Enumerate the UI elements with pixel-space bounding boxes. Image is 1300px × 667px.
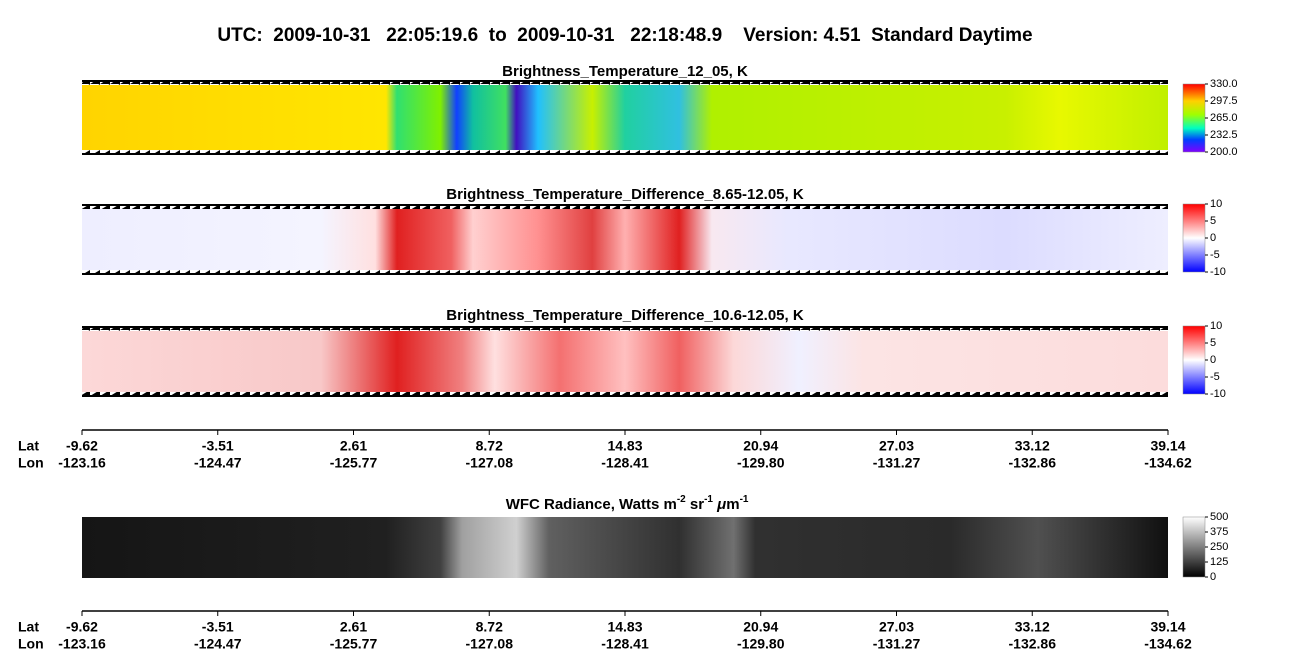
lat-label: -3.51 bbox=[202, 619, 234, 635]
colorbar-label: -10 bbox=[1210, 266, 1226, 278]
lat-label: -9.62 bbox=[66, 619, 98, 635]
lat-label: 2.61 bbox=[340, 438, 367, 454]
image-strip bbox=[82, 517, 1168, 578]
colorbar-label: 375 bbox=[1210, 526, 1228, 538]
colorbar-label: 0 bbox=[1210, 232, 1216, 244]
colorbar bbox=[1182, 516, 1206, 578]
lon-label: -127.08 bbox=[466, 636, 514, 652]
colorbar-label: 5 bbox=[1210, 337, 1216, 349]
track-border bbox=[82, 153, 1168, 155]
track-border bbox=[82, 204, 1168, 206]
colorbar bbox=[1182, 325, 1206, 395]
colorbar-label: 250 bbox=[1210, 541, 1228, 553]
track-border bbox=[82, 80, 1168, 82]
lon-row-label: Lon bbox=[18, 636, 44, 652]
title-part: m bbox=[726, 496, 739, 513]
lat-label: 39.14 bbox=[1150, 619, 1185, 635]
colorbar-label: 330.0 bbox=[1210, 78, 1238, 90]
panel-title: Brightness_Temperature_12_05, K bbox=[502, 63, 748, 80]
track-border bbox=[82, 273, 1168, 275]
lat-row-label: Lat bbox=[18, 619, 39, 635]
lat-label: 33.12 bbox=[1015, 619, 1050, 635]
title-part: μ bbox=[716, 496, 726, 513]
panel-title: Brightness_Temperature_Difference_8.65-1… bbox=[446, 186, 804, 203]
image-strip bbox=[82, 85, 1168, 150]
track-border bbox=[82, 392, 1168, 397]
lat-label: 14.83 bbox=[607, 619, 642, 635]
lon-label: -129.80 bbox=[737, 455, 785, 471]
colorbar-label: -5 bbox=[1210, 371, 1220, 383]
lat-row-label: Lat bbox=[18, 438, 39, 454]
track-border bbox=[82, 270, 1168, 275]
title-part: -2 bbox=[677, 494, 686, 505]
lon-label: -132.86 bbox=[1009, 636, 1057, 652]
colorbar-label: 265.0 bbox=[1210, 112, 1238, 124]
track-border bbox=[82, 150, 1168, 155]
colorbar-label: 0 bbox=[1210, 354, 1216, 366]
lon-label: -124.47 bbox=[194, 455, 242, 471]
colorbar-label: 5 bbox=[1210, 215, 1216, 227]
lon-label: -128.41 bbox=[601, 455, 649, 471]
title-part: -1 bbox=[704, 494, 713, 505]
lat-label: 27.03 bbox=[879, 438, 914, 454]
colorbar bbox=[1182, 203, 1206, 273]
lat-label: 8.72 bbox=[476, 438, 503, 454]
image-strip bbox=[82, 209, 1168, 270]
title-part: sr bbox=[686, 496, 705, 513]
lon-label: -134.62 bbox=[1144, 455, 1192, 471]
lon-label: -125.77 bbox=[330, 455, 378, 471]
colorbar-label: 500 bbox=[1210, 511, 1228, 523]
lat-label: 39.14 bbox=[1150, 438, 1185, 454]
track-border bbox=[82, 326, 1168, 328]
lat-label: 14.83 bbox=[607, 438, 642, 454]
colorbar-label: 297.5 bbox=[1210, 95, 1238, 107]
lon-label: -131.27 bbox=[873, 455, 921, 471]
colorbar-label: 10 bbox=[1210, 320, 1222, 332]
track-border bbox=[82, 326, 1168, 331]
colorbar-label: 0 bbox=[1210, 571, 1216, 583]
page-title: UTC: 2009-10-31 22:05:19.6 to 2009-10-31… bbox=[217, 25, 1032, 46]
lon-label: -124.47 bbox=[194, 636, 242, 652]
track-border bbox=[82, 80, 1168, 85]
lon-label: -131.27 bbox=[873, 636, 921, 652]
lon-label: -132.86 bbox=[1009, 455, 1057, 471]
image-strip bbox=[82, 331, 1168, 392]
lon-label: -123.16 bbox=[58, 636, 106, 652]
title-part: WFC Radiance, Watts m bbox=[506, 496, 677, 513]
panel-title: WFC Radiance, Watts m-2 sr-1 μm-1 bbox=[493, 490, 757, 513]
track-border bbox=[82, 395, 1168, 397]
colorbar-label: -10 bbox=[1210, 388, 1226, 400]
lat-label: 33.12 bbox=[1015, 438, 1050, 454]
lon-label: -125.77 bbox=[330, 636, 378, 652]
title-part: -1 bbox=[740, 494, 749, 505]
track-border bbox=[82, 204, 1168, 209]
colorbar-label: -5 bbox=[1210, 249, 1220, 261]
lat-label: 2.61 bbox=[340, 619, 367, 635]
lat-label: -3.51 bbox=[202, 438, 234, 454]
lon-label: -134.62 bbox=[1144, 636, 1192, 652]
lat-label: 8.72 bbox=[476, 619, 503, 635]
lon-label: -129.80 bbox=[737, 636, 785, 652]
lon-label: -128.41 bbox=[601, 636, 649, 652]
colorbar bbox=[1182, 83, 1206, 153]
lon-label: -123.16 bbox=[58, 455, 106, 471]
lon-label: -127.08 bbox=[466, 455, 514, 471]
lat-label: 27.03 bbox=[879, 619, 914, 635]
colorbar-label: 125 bbox=[1210, 556, 1228, 568]
lat-label: 20.94 bbox=[743, 438, 778, 454]
colorbar-label: 200.0 bbox=[1210, 146, 1238, 158]
colorbar-label: 232.5 bbox=[1210, 129, 1238, 141]
lon-row-label: Lon bbox=[18, 455, 44, 471]
panel-title: Brightness_Temperature_Difference_10.6-1… bbox=[446, 307, 804, 324]
lat-label: -9.62 bbox=[66, 438, 98, 454]
lat-label: 20.94 bbox=[743, 619, 778, 635]
colorbar-label: 10 bbox=[1210, 198, 1222, 210]
